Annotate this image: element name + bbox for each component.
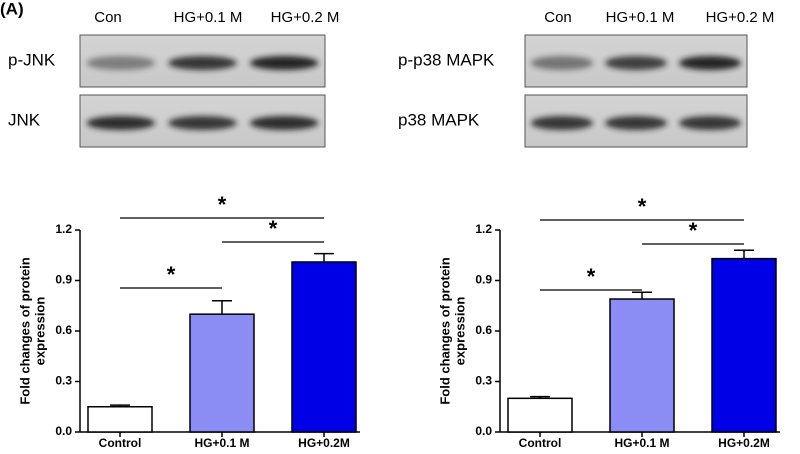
- x-tick-label: HG+0.1 M: [194, 436, 249, 450]
- lane-label: HG+0.1 M: [174, 9, 243, 26]
- y-tick-label: 1.2: [475, 222, 492, 236]
- y-axis-label: expression: [452, 297, 467, 366]
- row-label: p-p38 MAPK: [398, 50, 495, 69]
- blot-band: [530, 116, 594, 130]
- blot-band: [86, 116, 156, 130]
- y-tick-label: 0.3: [475, 374, 492, 388]
- x-tick-label: HG+0.1 M: [614, 436, 669, 450]
- row-label: JNK: [8, 110, 41, 129]
- blot-band: [249, 116, 319, 130]
- significance-label: *: [218, 192, 227, 217]
- lane-label: HG+0.1 M: [606, 9, 675, 26]
- lane-label: Con: [94, 9, 122, 26]
- bar: [291, 261, 357, 433]
- x-tick-label: HG+0.2M: [298, 436, 350, 450]
- blot-band: [604, 116, 668, 130]
- blot-band: [86, 56, 156, 70]
- bar: [189, 313, 255, 433]
- blot-band: [249, 56, 319, 70]
- significance-label: *: [269, 216, 278, 241]
- x-tick-label: Control: [519, 436, 562, 450]
- significance-label: *: [167, 262, 176, 287]
- y-tick-label: 0.3: [55, 374, 72, 388]
- blot-band: [168, 116, 237, 130]
- blot-band: [530, 56, 594, 70]
- row-label: p38 MAPK: [398, 110, 480, 129]
- blot-band: [678, 56, 742, 70]
- x-tick-label: HG+0.2M: [718, 436, 770, 450]
- y-tick-label: 1.2: [55, 222, 72, 236]
- row-label: p-JNK: [8, 50, 56, 69]
- y-axis-label: Fold changes of protein: [17, 257, 32, 404]
- y-tick-label: 0.0: [475, 424, 492, 438]
- blot-band: [168, 56, 237, 70]
- y-axis-label: Fold changes of protein: [437, 257, 452, 404]
- bar: [711, 257, 777, 433]
- lane-label: HG+0.2 M: [271, 9, 340, 26]
- significance-label: *: [638, 194, 647, 219]
- significance-label: *: [587, 264, 596, 289]
- y-tick-label: 0.0: [55, 424, 72, 438]
- lane-label: Con: [544, 9, 572, 26]
- bar: [507, 397, 573, 433]
- blot-band: [678, 116, 742, 130]
- y-axis-label: expression: [32, 297, 47, 366]
- significance-label: *: [689, 218, 698, 243]
- bar: [609, 298, 675, 433]
- y-tick-label: 0.9: [475, 273, 492, 287]
- lane-label: HG+0.2 M: [706, 9, 775, 26]
- y-tick-label: 0.9: [55, 273, 72, 287]
- y-tick-label: 0.6: [475, 323, 492, 337]
- blot-band: [604, 56, 668, 70]
- x-tick-label: Control: [99, 436, 142, 450]
- y-tick-label: 0.6: [55, 323, 72, 337]
- panel-label: (A): [0, 0, 24, 18]
- bar: [87, 406, 153, 433]
